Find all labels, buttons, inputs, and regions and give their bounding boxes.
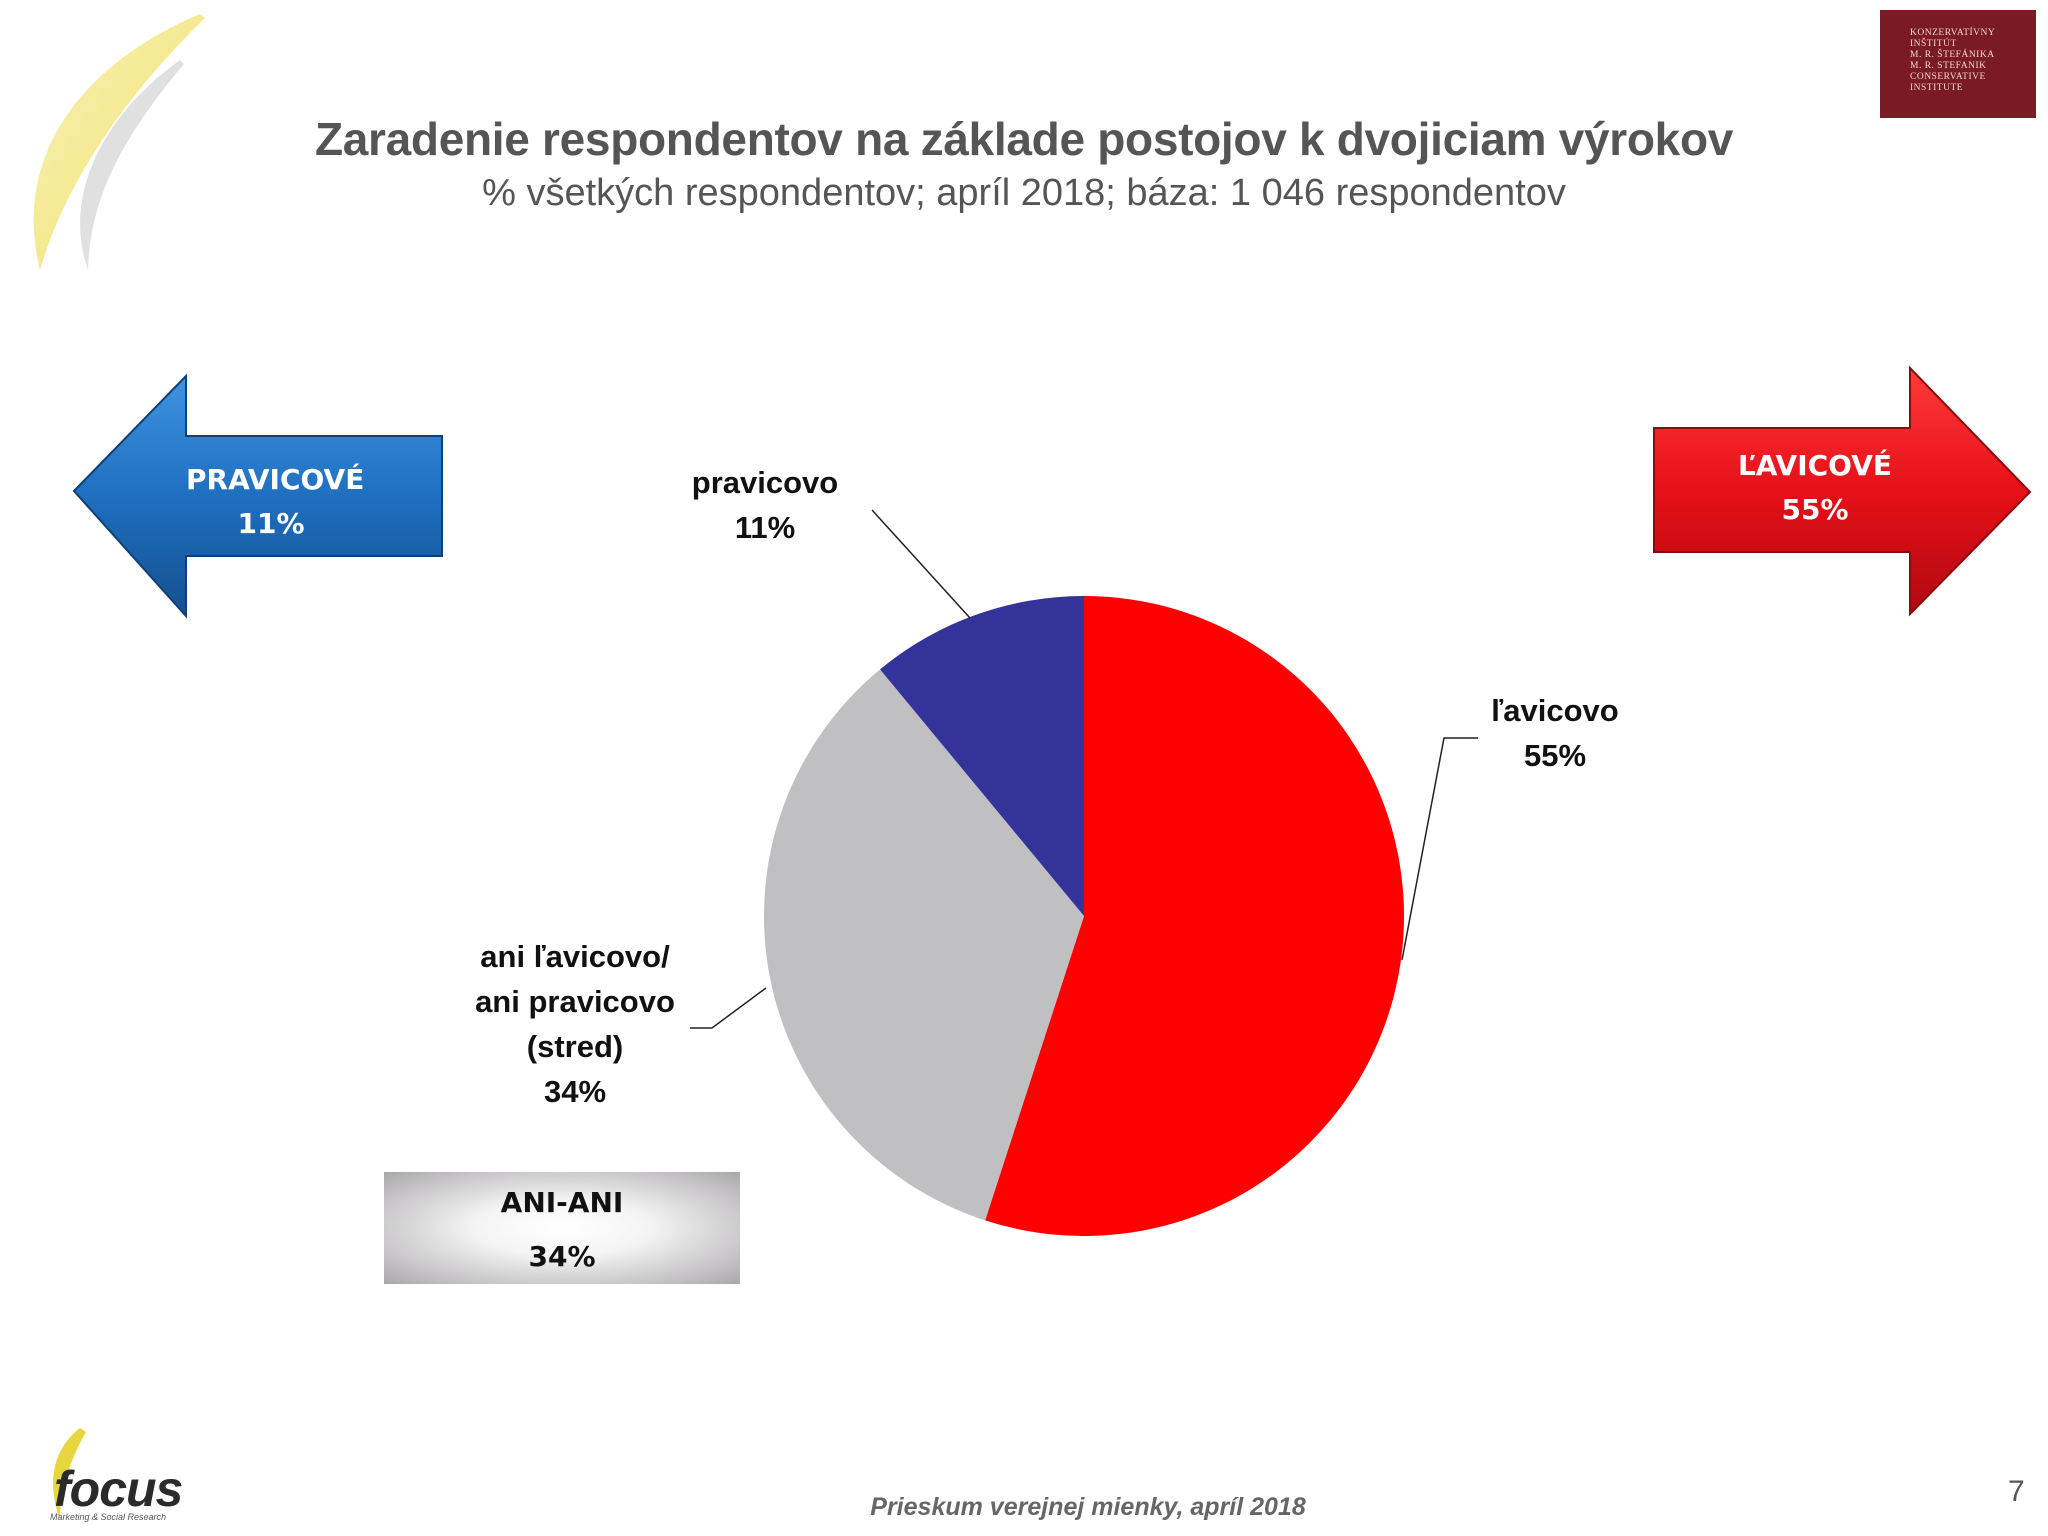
footer-text: Prieskum verejnej mienky, apríl 2018 bbox=[870, 1493, 1306, 1521]
right-arrow-value: 55% bbox=[1781, 493, 1849, 526]
slice-value: 11% bbox=[734, 510, 796, 545]
slice-label-line: (stred) bbox=[526, 1029, 624, 1064]
chart-subtitle: % všetkých respondentov; apríl 2018; báz… bbox=[482, 172, 1566, 214]
leader-line-slice-stred bbox=[690, 987, 767, 1029]
slice-label-pravicovo: pravicovo 11% bbox=[660, 460, 870, 550]
ani-ani-box: ANI-ANI 34% bbox=[384, 1172, 740, 1284]
chart-title: Zaradenie respondentov na základe postoj… bbox=[314, 113, 1734, 165]
slice-label-line: pravicovo bbox=[691, 465, 839, 500]
left-arrow bbox=[72, 373, 443, 619]
slice-pravicovo bbox=[880, 596, 1084, 916]
slice-stred bbox=[764, 669, 1084, 1221]
slice-lavicovo bbox=[985, 596, 1404, 1237]
slice-value: 55% bbox=[1523, 738, 1587, 773]
institute-logo: KONZERVATÍVNY INŠTITÚT M. R. ŠTEFÁNIKA M… bbox=[1880, 10, 2036, 118]
left-arrow-label: PRAVICOVÉ 11% bbox=[186, 458, 365, 546]
slice-label-line: ani pravicovo bbox=[475, 984, 675, 1019]
slice-label-stred: ani ľavicovo/ani pravicovo (stred) 34% bbox=[420, 934, 730, 1114]
focus-logo-tagline: Marketing & Social Research bbox=[50, 1512, 167, 1522]
left-arrow-value: 11% bbox=[237, 507, 305, 540]
right-arrow bbox=[1653, 365, 2032, 617]
right-arrow-label: ĽAVICOVÉ 55% bbox=[1730, 444, 1900, 532]
decorative-swoosh bbox=[33, 14, 205, 270]
leader-line-slice-lavicovo bbox=[1401, 737, 1478, 961]
leader-line-slice-pravicovo bbox=[871, 509, 971, 619]
focus-logo-text: focus bbox=[54, 1461, 183, 1517]
page-number: 7 bbox=[2008, 1475, 2025, 1508]
focus-logo-swoosh bbox=[53, 1428, 86, 1520]
slice-label-line: ani ľavicovo/ bbox=[480, 939, 670, 974]
right-arrow-title: ĽAVICOVÉ bbox=[1737, 449, 1893, 482]
ani-box-value: 34% bbox=[528, 1240, 596, 1273]
slice-label-lavicovo: ľavicovo 55% bbox=[1450, 688, 1660, 778]
left-arrow-title: PRAVICOVÉ bbox=[186, 463, 365, 496]
ani-box-title: ANI-ANI bbox=[500, 1186, 624, 1219]
slice-value: 34% bbox=[543, 1074, 607, 1109]
slice-label-line: ľavicovo bbox=[1491, 693, 1619, 728]
